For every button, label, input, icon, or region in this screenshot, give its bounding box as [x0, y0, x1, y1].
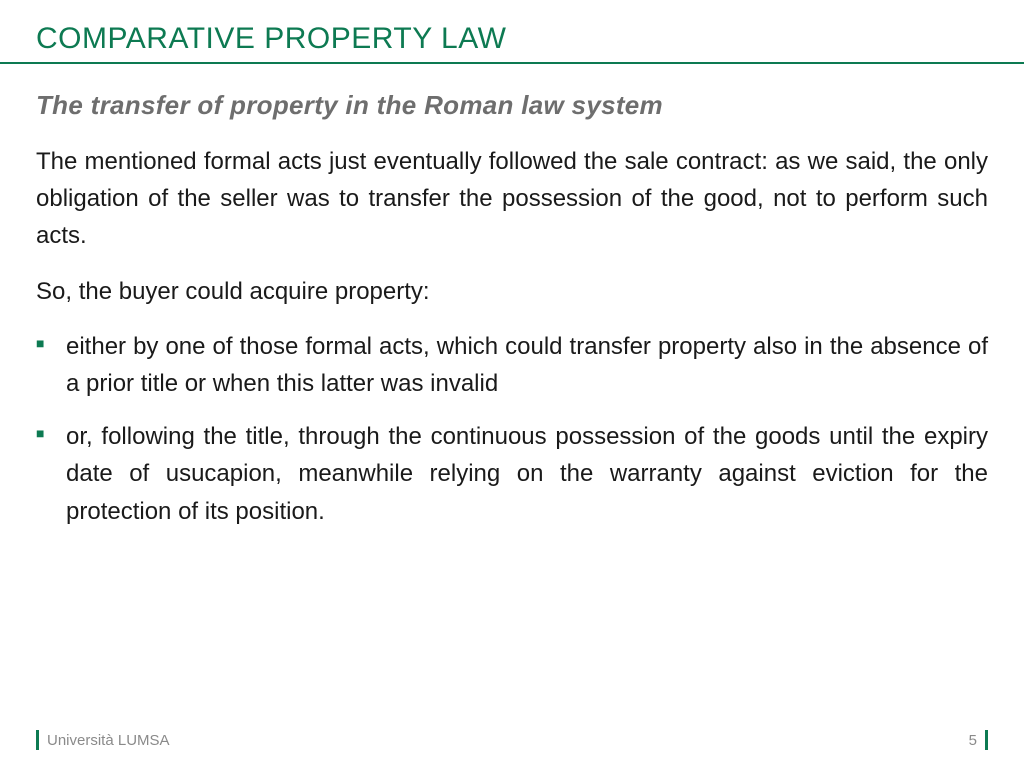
slide-body: The mentioned formal acts just eventuall…	[36, 143, 988, 530]
slide: COMPARATIVE PROPERTY LAW The transfer of…	[0, 0, 1024, 768]
title-underline	[0, 62, 1024, 64]
slide-footer: Università LUMSA 5	[36, 730, 988, 750]
bullet-item: either by one of those formal acts, whic…	[36, 328, 988, 402]
bullet-list: either by one of those formal acts, whic…	[36, 328, 988, 530]
slide-title: COMPARATIVE PROPERTY LAW	[36, 22, 988, 62]
footer-institution: Università LUMSA	[36, 730, 170, 750]
paragraph-1: The mentioned formal acts just eventuall…	[36, 143, 988, 255]
slide-subtitle: The transfer of property in the Roman la…	[36, 90, 988, 121]
paragraph-2: So, the buyer could acquire property:	[36, 273, 988, 310]
bullet-item: or, following the title, through the con…	[36, 418, 988, 530]
footer-page-number: 5	[969, 730, 988, 750]
